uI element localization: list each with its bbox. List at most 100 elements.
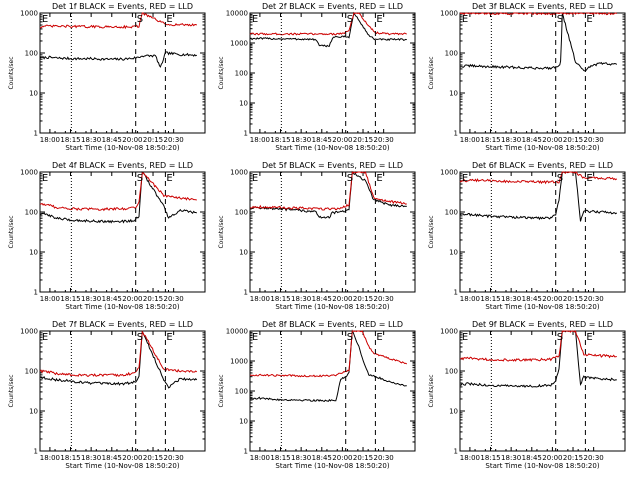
x-tick-label: 18:30: [501, 454, 521, 462]
event-marker-label: E: [462, 173, 468, 184]
y-axis-label: Counts/sec: [218, 215, 225, 248]
lld-series-line: [459, 12, 618, 16]
x-tick-label: 18:15: [270, 454, 290, 462]
event-marker-label: S: [557, 332, 563, 343]
y-axis-label: Counts/sec: [428, 215, 435, 248]
x-axis-label: Start Time (10-Nov-08 18:50:20): [65, 303, 179, 311]
events-series-line: [459, 171, 618, 222]
y-tick-label: 1: [454, 130, 458, 138]
events-series-line: [39, 51, 198, 68]
y-tick-label: 1: [454, 448, 458, 456]
x-tick-label: 18:15: [270, 136, 290, 144]
events-series-line: [39, 330, 198, 389]
x-tick-label: 20:00: [332, 295, 352, 303]
y-tick-label: 10: [239, 100, 248, 108]
x-tick-label: 18:00: [460, 295, 480, 303]
y-tick-label: 100: [235, 209, 248, 217]
x-tick-label: 20:00: [122, 295, 142, 303]
y-tick-label: 1: [244, 130, 248, 138]
event-marker-label: S: [137, 14, 143, 25]
x-tick-label: 18:45: [312, 136, 332, 144]
y-tick-label: 1000: [20, 328, 38, 336]
chart-title: Det 5f BLACK = Events, RED = LLD: [262, 161, 403, 170]
x-tick-label: 20:00: [122, 136, 142, 144]
x-tick-label: 18:15: [480, 136, 500, 144]
event-marker-label: E: [252, 14, 258, 25]
x-tick-label: 18:00: [40, 295, 60, 303]
events-series-line: [459, 330, 617, 388]
plot-frame: [249, 12, 416, 134]
x-axis-label: Start Time (10-Nov-08 18:50:20): [275, 303, 389, 311]
x-tick-label: 18:45: [102, 454, 122, 462]
chart-title: Det 2f BLACK = Events, RED = LLD: [262, 2, 403, 11]
y-tick-label: 100: [445, 50, 458, 58]
y-tick-label: 1: [244, 448, 248, 456]
x-tick-label: 18:30: [501, 136, 521, 144]
event-marker-label: E: [42, 173, 48, 184]
x-tick-label: 18:30: [291, 295, 311, 303]
y-tick-label: 1000: [230, 169, 248, 177]
x-tick-label: 20:00: [332, 454, 352, 462]
x-tick-label: 18:00: [40, 454, 60, 462]
x-tick-label: 18:15: [60, 454, 80, 462]
x-tick-label: 20:00: [542, 295, 562, 303]
lld-series-line: [460, 330, 617, 362]
events-series-line: [459, 13, 618, 72]
events-series-line: [39, 171, 197, 224]
y-tick-label: 100: [25, 209, 38, 217]
y-axis-label: Counts/sec: [8, 215, 15, 248]
x-tick-label: 20:15: [563, 295, 583, 303]
event-marker-label: E: [166, 14, 172, 25]
x-tick-label: 18:15: [480, 454, 500, 462]
x-tick-label: 18:30: [501, 295, 521, 303]
x-tick-label: 18:00: [250, 454, 270, 462]
event-marker-label: S: [557, 14, 563, 25]
x-tick-label: 20:15: [353, 136, 373, 144]
x-tick-label: 20:30: [584, 295, 604, 303]
plot-frame: [39, 171, 206, 293]
x-tick-label: 20:30: [374, 454, 394, 462]
x-tick-label: 18:45: [312, 295, 332, 303]
event-marker-label: E: [376, 173, 382, 184]
y-tick-label: 100: [445, 209, 458, 217]
x-axis-label: Start Time (10-Nov-08 18:50:20): [275, 144, 389, 152]
x-tick-label: 20:15: [143, 136, 163, 144]
y-axis-label: Counts/sec: [428, 374, 435, 407]
chart-panel: Det 7f BLACK = Events, RED = LLD 1 10 100 10…: [8, 320, 206, 470]
event-marker-label: S: [347, 332, 353, 343]
y-axis-label: Counts/sec: [218, 374, 225, 407]
x-tick-label: 20:15: [353, 454, 373, 462]
chart-panel: Det 4f BLACK = Events, RED = LLD 1 10 100 10…: [8, 161, 206, 311]
y-tick-label: 10000: [226, 10, 248, 18]
y-tick-label: 10: [29, 408, 38, 416]
x-tick-label: 18:15: [60, 136, 80, 144]
event-marker-label: E: [252, 173, 258, 184]
chart-panel: Det 1f BLACK = Events, RED = LLD 1 10 100 10…: [8, 2, 206, 152]
x-tick-label: 18:15: [480, 295, 500, 303]
y-tick-label: 10: [239, 418, 248, 426]
plot-frame: [39, 12, 206, 134]
x-tick-label: 20:15: [143, 454, 163, 462]
y-tick-label: 1000: [20, 10, 38, 18]
y-tick-label: 10: [29, 90, 38, 98]
y-axis-label: Counts/sec: [218, 56, 225, 89]
plot-frame: [459, 12, 626, 134]
x-tick-label: 18:30: [81, 295, 101, 303]
x-tick-label: 20:30: [374, 136, 394, 144]
y-tick-label: 100: [235, 388, 248, 396]
x-tick-label: 20:30: [584, 454, 604, 462]
x-tick-label: 20:30: [164, 295, 184, 303]
chart-title: Det 1f BLACK = Events, RED = LLD: [52, 2, 193, 11]
x-tick-label: 18:15: [270, 295, 290, 303]
events-series-line: [249, 329, 407, 402]
y-tick-label: 10: [29, 249, 38, 257]
event-marker-label: E: [376, 14, 382, 25]
x-tick-label: 18:45: [102, 136, 122, 144]
event-marker-label: S: [347, 173, 353, 184]
chart-panel: Det 6f BLACK = Events, RED = LLD 1 10 100 10…: [428, 161, 626, 311]
chart-panel: Det 8f BLACK = Events, RED = LLD 1 10 100 10…: [218, 320, 416, 470]
event-marker-label: S: [557, 173, 563, 184]
x-tick-label: 20:30: [164, 454, 184, 462]
plot-frame: [459, 171, 626, 293]
